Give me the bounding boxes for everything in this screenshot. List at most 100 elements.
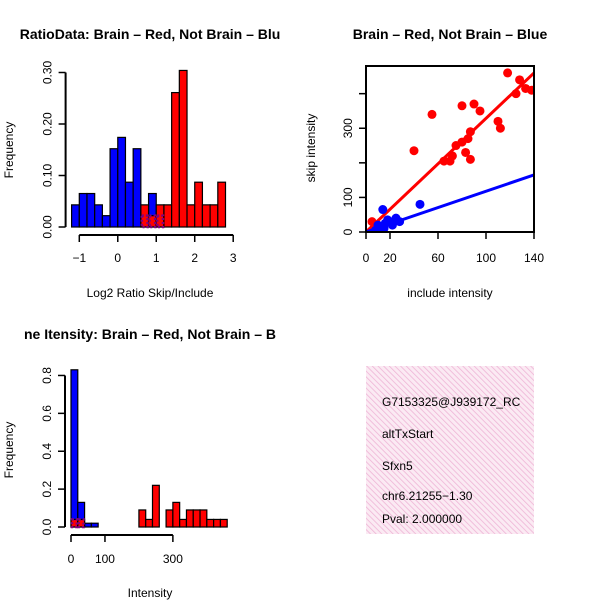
scatter-point-brain — [495, 123, 505, 133]
scatter-point-notbrain — [415, 199, 425, 209]
scatter-point-brain — [493, 116, 503, 126]
scatter-x-tick-label: 20 — [383, 251, 397, 265]
ratio-histogram-bar-brain — [186, 204, 196, 228]
intensity-histogram-axes: 0 100 300 0.0 0.2 0.4 0.6 0.8 — [40, 367, 183, 566]
scatter-point-notbrain — [387, 220, 397, 230]
ratio-histogram-bar-brain — [171, 91, 180, 228]
intensity-histogram-panel: ne Itensity: Brain – Red, Not Brain – B … — [2, 326, 276, 600]
scatter-x-tick-label: 60 — [431, 251, 445, 265]
scatter-y-tick-label: 100 — [341, 187, 355, 207]
ratio-histogram-bar-notbrain — [70, 204, 80, 228]
ratio-histogram-y-tick-label: 0.00 — [41, 215, 55, 239]
info-gene-name: Sfxn5 — [382, 459, 413, 473]
scatter-xlabel: include intensity — [407, 286, 492, 300]
scatter-y-tick-label: 300 — [341, 118, 355, 138]
scatter-point-brain — [475, 106, 485, 116]
ratio-histogram-bar-notbrain — [101, 215, 111, 228]
ratio-histogram-bar-notbrain — [124, 181, 134, 228]
info-panel-clip: G7153325@J939172_RC altTxStart Sfxn5 chr… — [382, 395, 521, 526]
ratio-histogram-bar-brain — [163, 204, 173, 228]
scatter-point-brain — [465, 154, 475, 164]
ratio-histogram-x-tick-label: 3 — [230, 251, 237, 265]
scatter-x-tick-label: 140 — [524, 251, 544, 265]
intensity-histogram-bar-brain — [185, 509, 194, 528]
scatter-point-brain — [515, 75, 525, 85]
scatter-point-brain — [503, 68, 513, 78]
ratio-histogram-x-tick-label: 0 — [114, 251, 121, 265]
scatter-point-brain — [511, 89, 521, 99]
ratio-histogram-y-tick-label: 0.10 — [41, 163, 55, 187]
scatter-axes: 0 20 60 100 140 0 100 300 — [341, 92, 544, 265]
ratio-histogram-bar-notbrain — [117, 136, 127, 228]
ratio-histogram-bar-brain — [217, 181, 227, 228]
scatter-plot-area — [365, 65, 535, 233]
intensity-histogram-bar-brain — [219, 518, 228, 528]
intensity-histogram-bar-brain — [138, 509, 147, 528]
intensity-histogram-xlabel: Intensity — [128, 586, 173, 600]
scatter-point-notbrain — [395, 217, 405, 227]
intensity-histogram-y-tick-label: 0.0 — [40, 518, 54, 535]
intensity-histogram-bar-brain — [165, 509, 174, 528]
intensity-histogram-bar-brain — [213, 518, 222, 528]
info-panel: G7153325@J939172_RC altTxStart Sfxn5 chr… — [366, 366, 534, 534]
intensity-histogram-x-tick-label: 0 — [68, 552, 75, 566]
ratio-histogram-overlap-bar — [155, 214, 165, 229]
ratio-histogram-bar-brain — [201, 204, 211, 228]
ratio-histogram-x-tick-label: 1 — [153, 251, 160, 265]
intensity-histogram-overlap-bar — [70, 518, 79, 529]
ratio-histogram-title: RatioData: Brain – Red, Not Brain – Blu — [20, 26, 281, 42]
scatter-point-brain — [527, 85, 534, 95]
ratio-histogram-bar-brain — [178, 69, 188, 228]
info-panel-background — [366, 366, 534, 534]
scatter-point-brain — [447, 151, 457, 161]
intensity-histogram-bar-brain — [151, 484, 160, 528]
intensity-histogram-y-tick-label: 0.8 — [40, 367, 54, 384]
scatter-panel: Brain – Red, Not Brain – Blue 0 20 60 100 14… — [304, 26, 547, 300]
intensity-histogram-bar-brain — [172, 501, 181, 528]
ratio-histogram-bar-notbrain — [109, 148, 119, 228]
scatter-frame — [365, 65, 535, 233]
ratio-histogram-x-tick-label: 2 — [191, 251, 198, 265]
intensity-histogram-bars — [70, 369, 228, 529]
info-location: chr6.21255−1.30 — [382, 489, 473, 503]
ratio-histogram-bar-notbrain — [78, 192, 88, 228]
intensity-histogram-x-tick-label: 100 — [95, 552, 115, 566]
intensity-histogram-bar-notbrain — [90, 522, 99, 528]
ratio-histogram-overlap-bar — [148, 214, 157, 229]
intensity-histogram-bar-brain — [206, 518, 215, 528]
ratio-histogram-bar-notbrain — [94, 204, 103, 228]
ratio-histogram-bars — [70, 69, 227, 229]
ratio-histogram-x-tick-label: −1 — [72, 251, 86, 265]
scatter-point-notbrain — [378, 205, 388, 215]
intensity-histogram-bar-brain — [179, 518, 188, 528]
intensity-histogram-bar-notbrain — [70, 369, 79, 528]
ratio-histogram-ylabel: Frequency — [2, 122, 16, 179]
scatter-point-brain — [461, 147, 471, 157]
intensity-histogram-bar-notbrain — [83, 522, 92, 528]
intensity-histogram-bar-brain — [192, 509, 201, 528]
intensity-histogram-overlap-bar — [77, 518, 85, 529]
intensity-histogram-title: ne Itensity: Brain – Red, Not Brain – B — [24, 326, 276, 342]
intensity-histogram-ylabel: Frequency — [2, 422, 16, 479]
ratio-histogram-bar-notbrain — [132, 148, 142, 228]
intensity-histogram-bar-brain — [145, 518, 154, 528]
scatter-point-brain — [427, 109, 437, 119]
scatter-title: Brain – Red, Not Brain – Blue — [353, 26, 548, 42]
intensity-histogram-x-tick-label: 300 — [163, 552, 183, 566]
ratio-histogram-bar-brain — [194, 181, 204, 228]
scatter-point-brain — [457, 101, 467, 111]
scatter-y-tick-label: 0 — [341, 228, 355, 235]
scatter-x-tick-label: 100 — [476, 251, 496, 265]
ratio-histogram-panel: RatioData: Brain – Red, Not Brain – Blu … — [2, 26, 280, 300]
scatter-point-brain — [469, 99, 479, 109]
ratio-histogram-bar-notbrain — [86, 192, 96, 228]
intensity-histogram-y-tick-label: 0.4 — [40, 443, 54, 460]
ratio-histogram-y-tick-label: 0.30 — [41, 60, 55, 84]
scatter-x-tick-label: 0 — [363, 251, 370, 265]
ratio-histogram-xlabel: Log2 Ratio Skip/Include — [87, 286, 214, 300]
scatter-clip — [366, 68, 534, 232]
ratio-histogram-bar-brain — [209, 204, 219, 228]
scatter-point-brain — [463, 134, 473, 144]
info-pval: Pval: 2.000000 — [382, 512, 462, 526]
